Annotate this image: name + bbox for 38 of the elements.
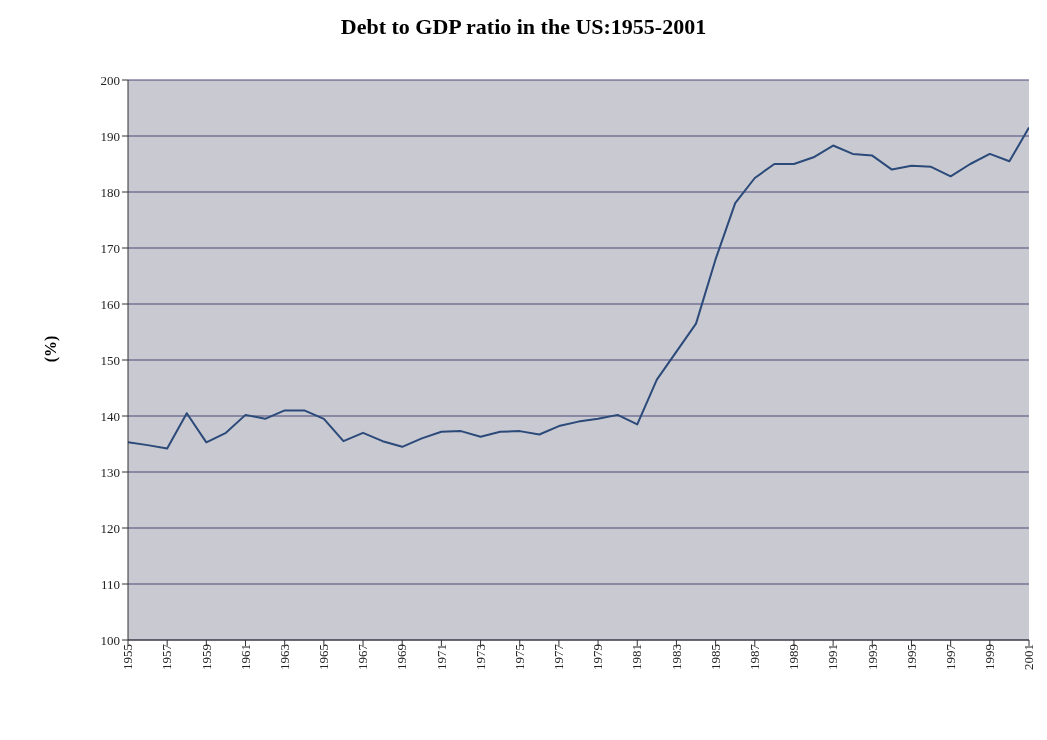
x-tick-label: 1987 [747,643,763,670]
y-tick-label: 160 [100,296,120,312]
y-tick-label: 140 [100,408,120,424]
x-tick-label: 1983 [668,644,684,670]
x-tick-label: 1967 [355,643,371,670]
chart-title: Debt to GDP ratio in the US:1955-2001 [339,14,708,40]
x-tick-label: 1981 [629,644,645,670]
x-tick-label: 2001 [1021,644,1037,670]
x-tick-label: 1993 [864,644,880,670]
y-tick-label: 180 [100,184,120,200]
x-tick-label: 1959 [198,644,214,670]
y-tick-label: 200 [100,72,120,88]
x-tick-label: 1971 [433,644,449,670]
y-tick-label: 120 [100,520,120,536]
x-tick-label: 1965 [316,644,332,670]
x-tick-label: 1989 [786,644,802,670]
x-tick-label: 1957 [159,643,175,670]
x-tick-label: 1991 [825,644,841,670]
y-tick-label: 190 [100,128,120,144]
y-tick-label: 100 [100,632,120,648]
y-tick-label: 130 [100,464,120,480]
y-tick-label: 110 [100,576,120,592]
x-tick-label: 1961 [237,644,253,670]
x-tick-label: 1997 [942,643,958,670]
x-tick-label: 1973 [472,644,488,670]
y-axis-title: (%) [42,335,61,363]
x-tick-label: 1975 [511,644,527,670]
y-tick-label: 170 [100,240,120,256]
x-tick-label: 1963 [276,644,292,670]
x-tick-label: 1985 [707,644,723,670]
x-tick-label: 1999 [982,644,998,670]
x-tick-label: 1995 [903,644,919,670]
x-tick-label: 1955 [120,644,136,670]
line-series [128,126,1029,450]
y-tick-label: 150 [100,352,120,368]
x-tick-label: 1977 [551,643,567,670]
x-tick-label: 1979 [590,644,606,670]
x-tick-label: 1969 [394,644,410,670]
